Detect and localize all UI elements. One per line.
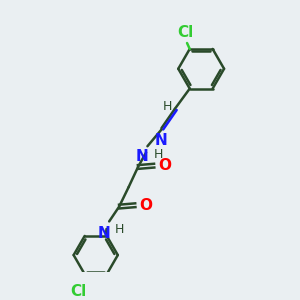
Text: H: H — [163, 100, 172, 112]
Text: O: O — [158, 158, 171, 173]
Text: Cl: Cl — [178, 25, 194, 40]
Text: N: N — [154, 133, 167, 148]
Text: Cl: Cl — [70, 284, 87, 299]
Text: O: O — [139, 198, 152, 213]
Text: N: N — [97, 226, 110, 241]
Text: H: H — [115, 223, 124, 236]
Text: N: N — [136, 149, 149, 164]
Text: H: H — [153, 148, 163, 161]
